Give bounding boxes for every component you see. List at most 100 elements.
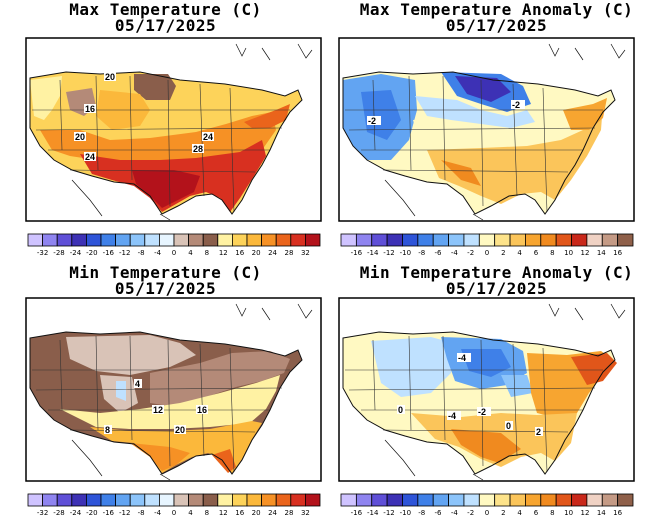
color-scale-tick-label: -8 <box>418 509 425 517</box>
color-scale-tick-label: -12 <box>383 249 394 257</box>
state-borders <box>32 335 290 473</box>
max-temperature-anomaly-map: -2 -2 <box>338 37 635 222</box>
color-scale-tick-label: 16 <box>235 509 244 517</box>
panel-title: Min Temperature Anomaly (C) <box>359 263 634 282</box>
color-scale-swatch <box>217 233 233 247</box>
color-scale-swatch <box>246 493 263 507</box>
color-scale-tick-label: -4 <box>154 509 162 517</box>
color-scale-tick-label: 2 <box>501 249 505 257</box>
color-scale-tick-label: -2 <box>467 249 474 257</box>
contour-label: 28 <box>193 144 203 154</box>
color-scale-swatch <box>27 493 44 507</box>
contour-label: -2 <box>368 116 376 126</box>
state-borders <box>345 75 603 213</box>
canada-mexico-outlines <box>384 43 626 221</box>
color-scale-tick-label: -4 <box>154 249 162 257</box>
color-scale-swatch <box>617 233 634 247</box>
contour-label: -4 <box>458 353 466 363</box>
color-scale-tick-label: -24 <box>70 249 82 257</box>
color-scale-tick-label: -12 <box>383 509 394 517</box>
color-scale-tick-label: -28 <box>53 249 64 257</box>
color-scale-swatch <box>231 233 248 247</box>
color-scale-bar: -32 -28 -24 -20 -16 -12 -8 -4 0 4 8 12 16 20 24 28 32 <box>27 493 321 517</box>
panel-min-temperature-anomaly: Min Temperature Anomaly (C) 05/17/2025 -… <box>331 263 662 526</box>
color-scale-tick-label: -16 <box>103 509 115 517</box>
panel-max-temperature-anomaly: Max Temperature Anomaly (C) 05/17/2025 -… <box>331 0 662 263</box>
color-scale-tick-label: 16 <box>235 249 244 257</box>
color-scale-tick-label: -8 <box>418 249 425 257</box>
panel-date: 05/17/2025 <box>445 279 548 298</box>
color-scale-swatch <box>115 493 131 507</box>
color-scale-tick-label: 12 <box>581 249 590 257</box>
color-scale-swatch <box>275 233 292 247</box>
color-scale-swatch <box>290 233 306 247</box>
color-scale-swatch <box>340 233 357 247</box>
color-scale-tick-label: 14 <box>597 249 606 257</box>
contour-label: -2 <box>478 407 486 417</box>
color-scale-swatch <box>540 493 557 507</box>
color-scale-swatch <box>463 233 480 247</box>
color-scale-tick-label: -12 <box>119 509 130 517</box>
color-scale-swatch <box>432 493 449 507</box>
color-scale-tick-label: 16 <box>613 249 622 257</box>
color-scale-swatch <box>386 493 403 507</box>
color-scale-swatch <box>144 233 160 247</box>
contour-label: 24 <box>203 132 213 142</box>
contour-label: 20 <box>75 132 85 142</box>
panel-title: Max Temperature Anomaly (C) <box>359 0 634 19</box>
color-scale-tick-label: 12 <box>219 509 228 517</box>
contour-label: -2 <box>512 100 520 110</box>
color-scale-swatch <box>509 233 526 247</box>
color-scale-tick-label: -16 <box>351 509 363 517</box>
color-scale-swatch <box>402 493 419 507</box>
color-scale-swatch <box>478 493 496 507</box>
color-scale-swatch <box>275 493 292 507</box>
color-scale-tick-label: -14 <box>367 249 379 257</box>
panel-title: Min Temperature (C) <box>69 263 262 282</box>
color-scale-tick-label: 14 <box>597 509 606 517</box>
color-scale-tick-label: -10 <box>400 249 411 257</box>
contour-label: 2 <box>536 427 541 437</box>
color-scale-tick-label: 28 <box>285 249 294 257</box>
contour-label: 12 <box>153 405 163 415</box>
color-scale-tick-label: -16 <box>103 249 115 257</box>
contour-label: 0 <box>506 421 511 431</box>
color-scale-swatch <box>86 233 102 247</box>
color-scale-swatch <box>27 233 44 247</box>
canada-mexico-outlines <box>71 43 313 221</box>
color-scale-tick-label: -6 <box>435 249 443 257</box>
color-scale-swatch <box>261 233 277 247</box>
color-scale-swatch <box>115 233 131 247</box>
color-scale-tick-label: -8 <box>138 509 145 517</box>
color-scale-swatch <box>202 233 219 247</box>
color-scale-swatch <box>355 233 373 247</box>
color-scale-swatch <box>100 233 117 247</box>
color-scale-tick-label: 32 <box>301 509 310 517</box>
color-scale-swatch <box>71 233 87 247</box>
color-scale-tick-label: -8 <box>138 249 145 257</box>
color-scale-swatch <box>417 493 434 507</box>
color-scale-swatch <box>371 233 388 247</box>
color-scale-tick-label: -10 <box>400 509 411 517</box>
contour-labels: -2 -2 <box>367 100 525 126</box>
color-scale-swatch <box>202 493 219 507</box>
color-scale-swatch <box>173 233 190 247</box>
color-scale-tick-label: 4 <box>188 509 193 517</box>
color-scale-swatch <box>129 493 146 507</box>
color-scale-swatch <box>417 233 434 247</box>
color-scale-swatch <box>448 493 465 507</box>
color-scale-swatch <box>100 493 117 507</box>
contour-label: -4 <box>448 411 456 421</box>
contour-labels: -4 0 -2 -4 0 2 <box>397 353 543 437</box>
color-scale-tick-label: 32 <box>301 249 310 257</box>
contour-label: 20 <box>175 425 185 435</box>
color-scale-tick-label: 0 <box>485 249 489 257</box>
color-scale-swatch <box>71 493 87 507</box>
color-scale-tick-label: 8 <box>205 509 209 517</box>
color-scale-tick-label: -6 <box>435 509 443 517</box>
panel-min-temperature: Min Temperature (C) 05/17/2025 4 12 16 <box>0 263 331 526</box>
color-scale-swatch <box>56 233 73 247</box>
color-scale-tick-label: -16 <box>351 249 363 257</box>
color-scale-tick-label: 0 <box>172 509 176 517</box>
color-scale-swatch <box>402 233 419 247</box>
